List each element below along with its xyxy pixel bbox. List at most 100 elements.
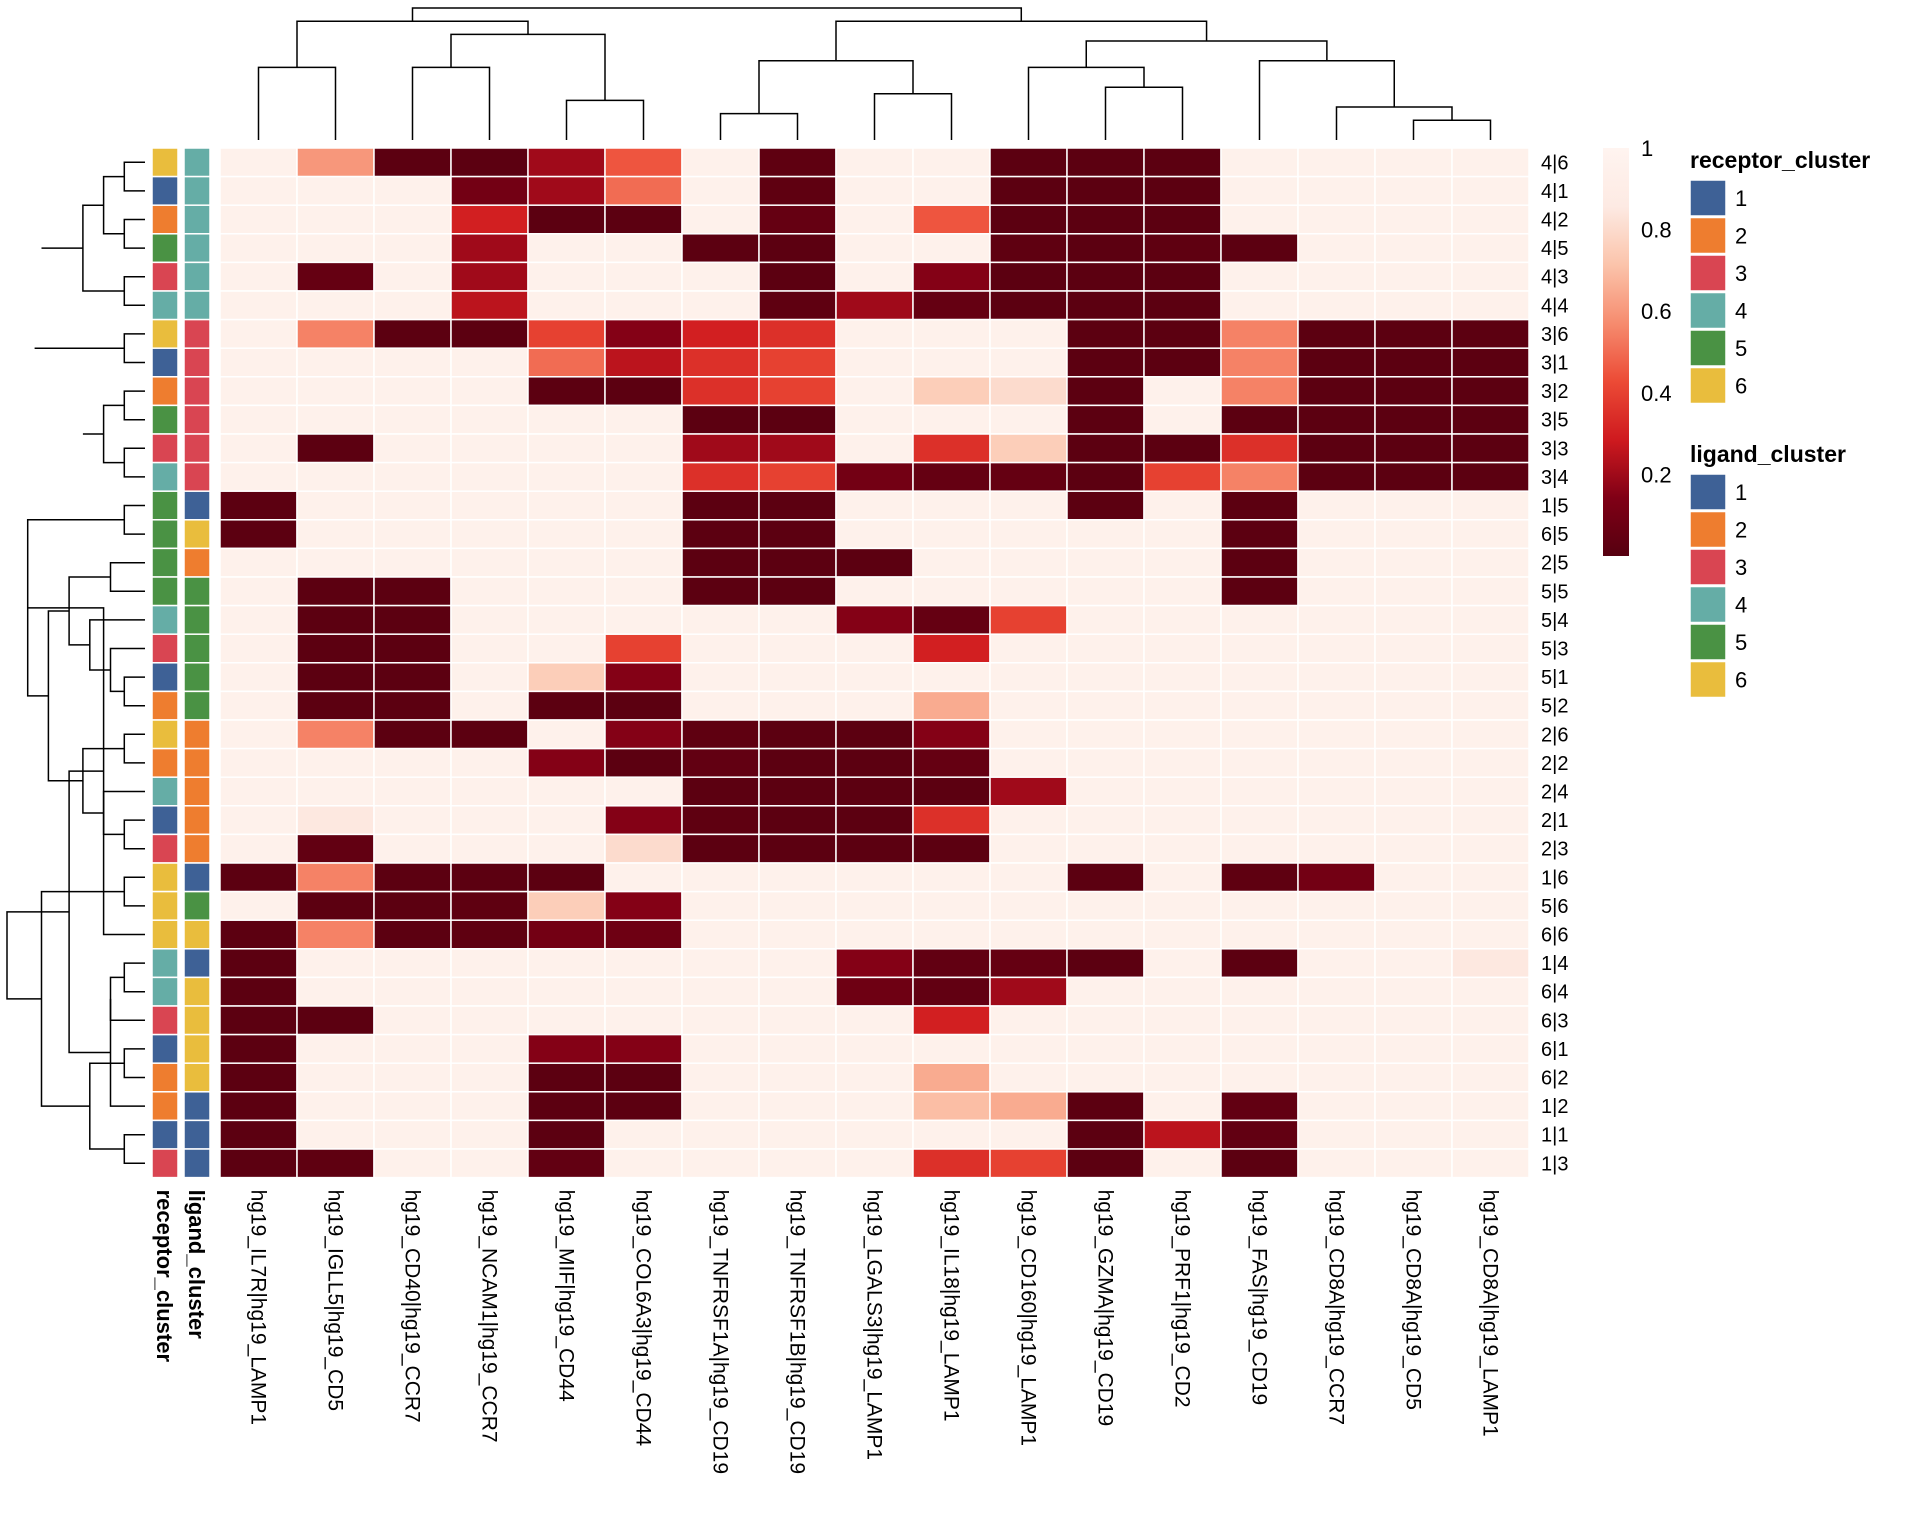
heatmap-cell	[527, 433, 606, 464]
heatmap-cell	[527, 1148, 606, 1179]
heatmap-cell	[219, 662, 298, 693]
heatmap-cell	[912, 233, 991, 264]
heatmap-cell	[1374, 1005, 1453, 1036]
heatmap-cell	[681, 633, 760, 664]
heatmap-cell	[296, 1148, 375, 1179]
ligand-cluster-cell	[183, 890, 211, 921]
heatmap-cell	[604, 318, 683, 349]
row-label: 4|6	[1541, 152, 1568, 174]
row-dendrogram-branch	[123, 962, 145, 993]
heatmap-cell	[1143, 633, 1222, 664]
heatmap-cell	[604, 376, 683, 407]
receptor-cluster-cell	[151, 833, 179, 864]
heatmap-cell	[835, 519, 914, 550]
column-label: hg19_COL6A3|hg19_CD44	[632, 1190, 655, 1447]
heatmap-cell	[373, 519, 452, 550]
heatmap-cell	[604, 662, 683, 693]
heatmap-cell	[219, 1033, 298, 1064]
heatmap-cell	[681, 890, 760, 921]
receptor-cluster-cell	[151, 318, 179, 349]
heatmap-cell	[681, 318, 760, 349]
heatmap-cell	[296, 261, 375, 292]
heatmap-cell	[219, 719, 298, 750]
heatmap-cell	[604, 261, 683, 292]
heatmap-cell	[527, 147, 606, 178]
row-label: 5|2	[1541, 696, 1568, 718]
row-label: 6|2	[1541, 1068, 1568, 1090]
heatmap-cell	[1374, 490, 1453, 521]
heatmap-cell	[1220, 833, 1299, 864]
heatmap-cell	[373, 862, 452, 893]
heatmap-cell	[219, 290, 298, 321]
heatmap-cell	[373, 233, 452, 264]
heatmap-cell	[1451, 290, 1530, 321]
heatmap-cell	[373, 376, 452, 407]
heatmap-cell	[1066, 147, 1145, 178]
heatmap-cell	[1220, 519, 1299, 550]
heatmap-cell	[1374, 461, 1453, 492]
heatmap-cell	[1451, 604, 1530, 635]
row-label: 6|6	[1541, 925, 1568, 947]
heatmap-cell	[450, 633, 529, 664]
heatmap-cell	[1066, 461, 1145, 492]
heatmap-cell	[450, 604, 529, 635]
heatmap-cell	[1143, 776, 1222, 807]
heatmap-cell	[1451, 519, 1530, 550]
heatmap-cell	[1297, 862, 1376, 893]
column-label: hg19_CD8A|hg19_CCR7	[1325, 1190, 1348, 1425]
legend-label: 3	[1735, 261, 1747, 286]
heatmap-cell	[1066, 433, 1145, 464]
heatmap-cell	[1297, 890, 1376, 921]
heatmap-cell	[1297, 1148, 1376, 1179]
heatmap-cell	[527, 747, 606, 778]
heatmap-cell	[527, 233, 606, 264]
heatmap-cell	[450, 433, 529, 464]
column-label: hg19_IGLL5|hg19_CD5	[324, 1190, 347, 1411]
heatmap-cell	[373, 1062, 452, 1093]
heatmap-cell	[527, 833, 606, 864]
receptor-cluster-cell	[151, 719, 179, 750]
heatmap-cell	[373, 948, 452, 979]
heatmap-cell	[912, 633, 991, 664]
heatmap-cell	[758, 776, 837, 807]
heatmap-cell	[1297, 204, 1376, 235]
heatmap-cell	[758, 1148, 837, 1179]
heatmap-cell	[1066, 919, 1145, 950]
receptor-cluster-cell	[151, 376, 179, 407]
heatmap-cell	[296, 433, 375, 464]
heatmap-cell	[1220, 633, 1299, 664]
heatmap-cell	[758, 433, 837, 464]
heatmap-cell	[604, 1033, 683, 1064]
receptor-cluster-axis-label: receptor_cluster	[152, 1190, 177, 1363]
row-dendrogram-branch	[40, 890, 125, 1107]
ligand-cluster-cell	[183, 747, 211, 778]
heatmap-cell	[373, 1091, 452, 1122]
heatmap-cell	[527, 862, 606, 893]
row-label: 2|2	[1541, 753, 1568, 775]
heatmap-cell	[1297, 261, 1376, 292]
heatmap-cell	[1143, 175, 1222, 206]
heatmap-cell	[1066, 662, 1145, 693]
row-dendrogram-branch	[102, 175, 125, 235]
heatmap-cell	[450, 290, 529, 321]
ligand-cluster-cell	[183, 404, 211, 435]
heatmap-cell	[527, 376, 606, 407]
receptor-cluster-cell	[151, 948, 179, 979]
column-label: hg19_IL18|hg19_LAMP1	[940, 1190, 963, 1422]
heatmap-cell	[681, 747, 760, 778]
column-label: hg19_MIF|hg19_CD44	[555, 1190, 578, 1402]
heatmap-cell	[1374, 890, 1453, 921]
heatmap-cell	[758, 204, 837, 235]
row-label: 1|2	[1541, 1096, 1568, 1118]
heatmap-cell	[835, 404, 914, 435]
heatmap-cell	[527, 519, 606, 550]
heatmap-cell	[527, 576, 606, 607]
heatmap-cell	[1143, 862, 1222, 893]
row-label: 6|4	[1541, 982, 1568, 1004]
heatmap-cell	[835, 1033, 914, 1064]
heatmap-cell	[219, 805, 298, 836]
heatmap-cell	[604, 147, 683, 178]
heatmap-cell	[296, 233, 375, 264]
heatmap-cell	[296, 490, 375, 521]
receptor-cluster-cell	[151, 1033, 179, 1064]
